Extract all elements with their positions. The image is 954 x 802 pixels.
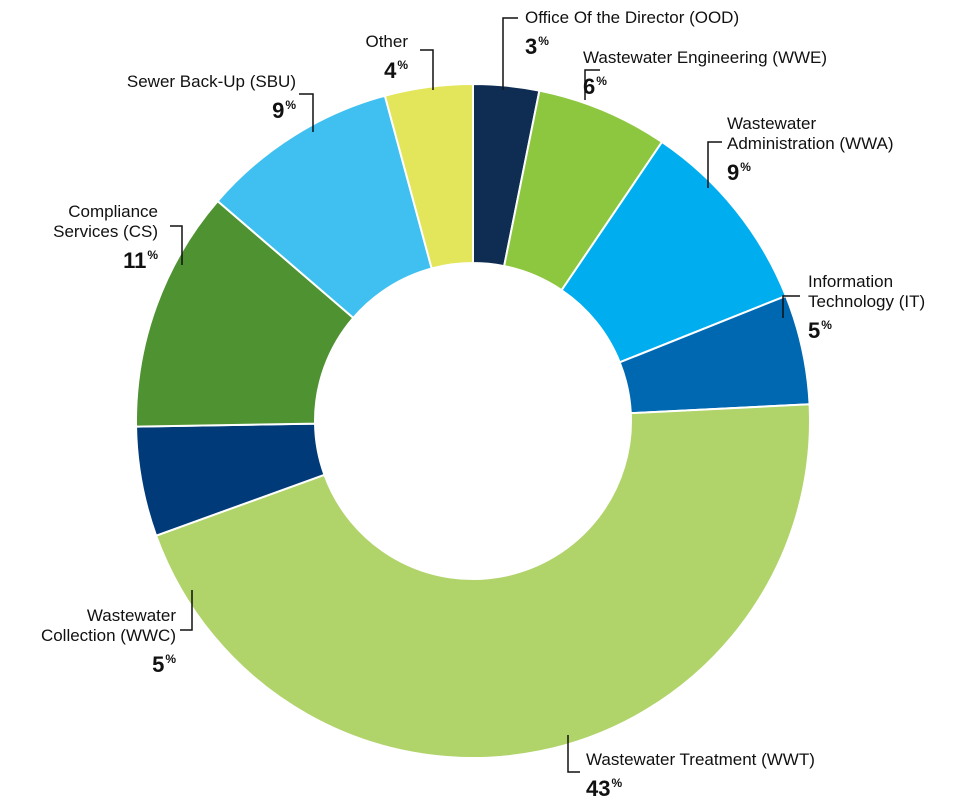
value-label: 6 [583, 74, 596, 99]
leader-line [299, 93, 314, 132]
value-label-row: 5% [41, 646, 176, 678]
category-label: Wastewater Engineering (WWE) [583, 48, 828, 67]
slice-label: Wastewater Administration (WWA) 9% [727, 114, 894, 186]
value-suffix: % [285, 98, 296, 112]
category-label: Wastewater Treatment (WWT) [586, 750, 815, 769]
value-label: 9 [727, 160, 740, 185]
value-label: 4 [384, 58, 397, 83]
category-label: Wastewater Collection (WWC) [40, 606, 176, 645]
leader-line [180, 590, 193, 631]
value-label-row: 4% [365, 52, 408, 84]
slice-label: Wastewater Collection (WWC) 5% [41, 606, 176, 678]
value-label-row: 9% [127, 92, 296, 124]
slice-label: Wastewater Treatment (WWT) 43% [586, 750, 815, 802]
value-suffix: % [740, 160, 751, 174]
value-label: 5 [152, 652, 165, 677]
leader-line [420, 49, 434, 90]
value-label-row: 5% [808, 312, 925, 344]
donut-slice [135, 199, 355, 428]
value-label: 43 [586, 776, 611, 801]
value-suffix: % [596, 74, 607, 88]
donut-slice [383, 82, 474, 270]
category-label: Information Technology (IT) [808, 272, 926, 311]
slice-label: Wastewater Engineering (WWE) 6% [583, 48, 827, 100]
value-label-row: 3% [525, 28, 739, 60]
category-label: Sewer Back-Up (SBU) [126, 72, 296, 91]
value-label: 9 [272, 98, 285, 123]
value-suffix: % [397, 58, 408, 72]
value-label-row: 9% [727, 154, 894, 186]
leader-line [584, 69, 600, 100]
value-label-row: 43% [586, 770, 815, 802]
category-label: Other [365, 32, 408, 51]
leader-line [502, 17, 518, 90]
slice-label: Other 4% [365, 32, 408, 84]
value-suffix: % [821, 318, 832, 332]
value-suffix: % [165, 652, 176, 666]
slice-label: Sewer Back-Up (SBU) 9% [127, 72, 296, 124]
leader-line [707, 141, 722, 188]
donut-slice [216, 94, 433, 320]
slice-label: Information Technology (IT) 5% [808, 272, 925, 344]
value-label-row: 6% [583, 68, 827, 100]
leader-line [782, 295, 800, 318]
donut-slice [154, 403, 811, 759]
slice-label: Compliance Services (CS) 11% [53, 202, 158, 274]
value-suffix: % [611, 776, 623, 790]
value-label: 3 [525, 34, 538, 59]
value-label-row: 11% [53, 242, 158, 274]
slice-label: Office Of the Director (OOD) 3% [525, 8, 739, 60]
value-suffix: % [538, 34, 549, 48]
value-label: 5 [808, 318, 821, 343]
donut-slice [560, 140, 788, 364]
category-label: Wastewater Administration (WWA) [727, 114, 894, 153]
category-label: Office Of the Director (OOD) [525, 8, 740, 27]
leader-line [170, 225, 183, 265]
value-suffix: % [147, 248, 158, 262]
value-label: 11 [123, 248, 147, 273]
leader-line [567, 735, 580, 773]
category-label: Compliance Services (CS) [53, 202, 158, 241]
